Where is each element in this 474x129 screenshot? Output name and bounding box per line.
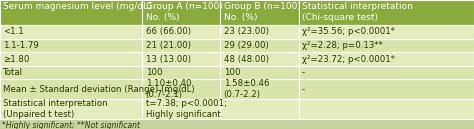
Bar — [220, 25, 299, 39]
Bar — [220, 66, 299, 79]
Bar — [0, 39, 142, 52]
Bar — [299, 66, 474, 79]
Bar — [0, 79, 142, 99]
Bar — [142, 39, 220, 52]
Text: 23 (23.00): 23 (23.00) — [224, 27, 269, 36]
Text: χ²=2.28; p=0.13**: χ²=2.28; p=0.13** — [302, 41, 383, 50]
Text: *Highly significant; **Not significant: *Highly significant; **Not significant — [2, 121, 140, 129]
Bar — [142, 52, 220, 66]
Bar — [299, 79, 474, 99]
Text: χ²=23.72; p<0.0001*: χ²=23.72; p<0.0001* — [302, 55, 395, 63]
Bar — [299, 39, 474, 52]
Text: 1.1-1.79: 1.1-1.79 — [3, 41, 39, 50]
Text: χ²=35.56; p<0.0001*: χ²=35.56; p<0.0001* — [302, 27, 395, 36]
Text: Total: Total — [3, 68, 23, 77]
Text: 21 (21.00): 21 (21.00) — [146, 41, 191, 50]
Bar — [220, 79, 299, 99]
Bar — [220, 39, 299, 52]
Text: -: - — [302, 85, 305, 94]
Text: 1.58±0.46
(0.7-2.2): 1.58±0.46 (0.7-2.2) — [224, 79, 269, 99]
Bar — [299, 25, 474, 39]
Bar — [220, 52, 299, 66]
Text: t=7.38; p<0.0001;
Highly significant: t=7.38; p<0.0001; Highly significant — [146, 99, 227, 119]
Bar — [142, 79, 220, 99]
Text: Group A (n=100)
No. (%): Group A (n=100) No. (%) — [146, 2, 222, 22]
Bar — [0, 25, 142, 39]
Bar — [0, 52, 142, 66]
Bar — [220, 0, 299, 25]
Bar — [299, 52, 474, 66]
Text: Mean ± Standard deviation (Range) (mg/dL): Mean ± Standard deviation (Range) (mg/dL… — [3, 85, 195, 94]
Bar — [142, 0, 220, 25]
Bar — [299, 0, 474, 25]
Bar — [142, 66, 220, 79]
Bar — [0, 66, 142, 79]
Bar — [0, 99, 142, 119]
Text: Serum magnesium level (mg/dL): Serum magnesium level (mg/dL) — [3, 2, 152, 11]
Bar — [220, 99, 299, 119]
Text: <1.1: <1.1 — [3, 27, 24, 36]
Text: 29 (29.00): 29 (29.00) — [224, 41, 268, 50]
Text: 100: 100 — [224, 68, 240, 77]
Bar — [142, 25, 220, 39]
Text: -: - — [302, 68, 305, 77]
Text: 13 (13.00): 13 (13.00) — [146, 55, 191, 63]
Text: 100: 100 — [146, 68, 162, 77]
Text: 1.10±0.40
(0.7-2.1): 1.10±0.40 (0.7-2.1) — [146, 79, 191, 99]
Text: 48 (48.00): 48 (48.00) — [224, 55, 269, 63]
Text: ≥1.80: ≥1.80 — [3, 55, 30, 63]
Text: Statistical interpretation
(Chi-square test): Statistical interpretation (Chi-square t… — [302, 2, 413, 22]
Bar — [299, 99, 474, 119]
Text: Statistical interpretation
(Unpaired t test): Statistical interpretation (Unpaired t t… — [3, 99, 108, 119]
Text: 66 (66.00): 66 (66.00) — [146, 27, 191, 36]
Bar — [0, 0, 142, 25]
Text: Group B (n=100)
No. (%): Group B (n=100) No. (%) — [224, 2, 301, 22]
Bar — [142, 99, 220, 119]
